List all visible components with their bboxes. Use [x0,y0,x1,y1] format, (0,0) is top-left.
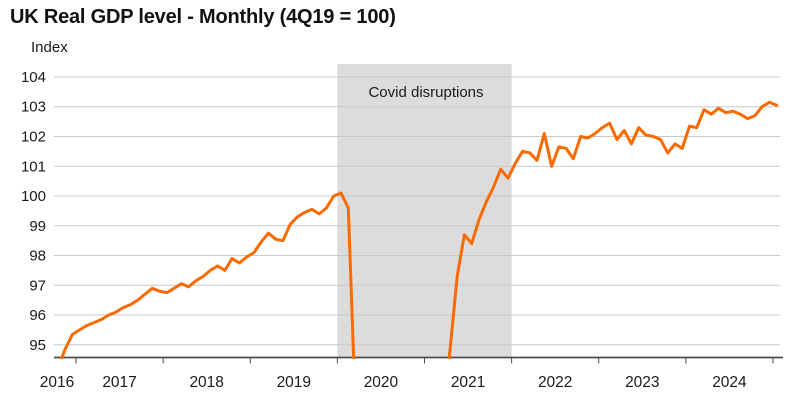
y-tick-label: 100 [21,188,46,205]
y-axis-unit-label: Index [31,39,68,56]
gdp-line [59,100,779,359]
y-tick-label: 96 [29,307,46,324]
gridlines [54,76,780,346]
x-tick-label: 2023 [625,374,659,391]
x-tick-label: 2020 [364,374,399,391]
y-tick-label: 99 [29,218,46,235]
x-tick-label: 2017 [102,374,136,391]
x-axis [54,356,783,364]
chart-title: UK Real GDP level - Monthly (4Q19 = 100) [10,6,396,28]
x-tick-label: 2022 [538,374,572,391]
y-tick-label: 101 [21,158,46,175]
series-group [59,100,779,359]
x-tick-label: 2016 [40,374,74,391]
x-tick-label: 2019 [277,374,311,391]
covid-band-label: Covid disruptions [368,84,483,101]
x-tick-label: 2024 [712,374,747,391]
covid-band [337,64,512,358]
x-tick-label: 2021 [451,374,485,391]
axis-labels: 95 96 97 98 99 100 101 102 103 104 2016 2017 2018 201… [21,69,747,391]
y-tick-label: 104 [21,69,46,86]
y-tick-label: 95 [29,337,46,354]
y-tick-label: 103 [21,99,46,116]
covid-band-group [337,64,512,358]
y-tick-label: 97 [29,277,46,294]
x-tick-label: 2018 [189,374,223,391]
y-tick-label: 102 [21,129,46,146]
y-tick-label: 98 [29,248,46,265]
